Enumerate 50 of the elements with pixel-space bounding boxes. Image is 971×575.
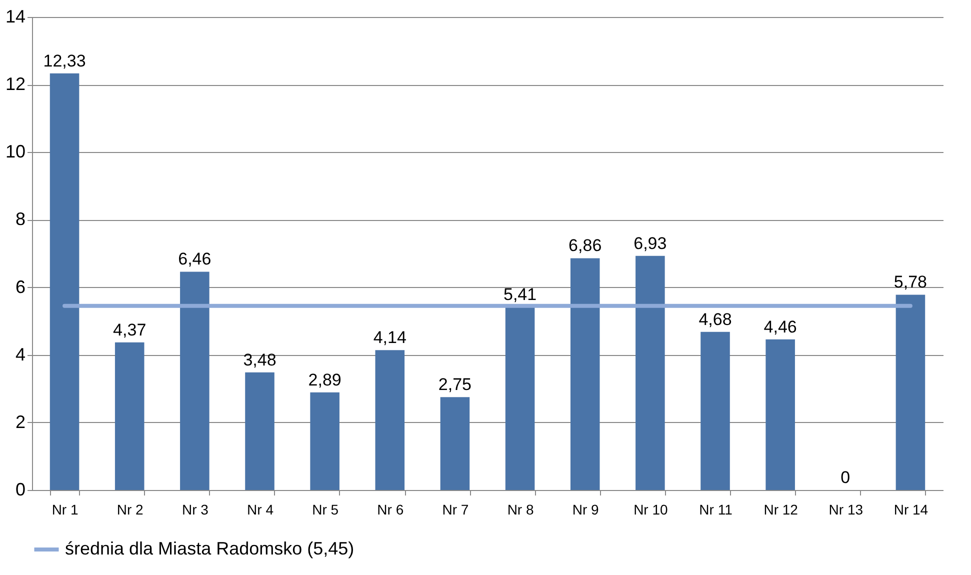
- y-tick-label: 6: [15, 276, 26, 297]
- bar: [180, 272, 210, 490]
- x-tick-label: Nr 4: [247, 502, 274, 518]
- bar: [896, 294, 926, 490]
- x-tick-label: Nr 3: [182, 502, 209, 518]
- legend-label: średnia dla Miasta Radomsko (5,45): [65, 538, 354, 558]
- y-tick-label: 2: [15, 412, 26, 432]
- x-tick-label: Nr 10: [634, 502, 668, 518]
- bar: [505, 307, 535, 490]
- bar: [766, 339, 795, 490]
- bar: [570, 258, 600, 490]
- bar: [50, 73, 80, 490]
- data-label: 6,86: [568, 236, 602, 256]
- bar: [245, 372, 274, 490]
- x-tick-label: Nr 7: [442, 502, 469, 518]
- data-label: 4,37: [113, 320, 146, 340]
- bar: [636, 256, 665, 490]
- y-tick-label: 8: [15, 209, 26, 230]
- data-label: 4,46: [764, 317, 797, 336]
- data-label: 0: [840, 468, 850, 487]
- x-tick-label: Nr 8: [507, 502, 534, 518]
- y-tick-label: 12: [5, 74, 26, 94]
- data-label: 6,46: [178, 250, 212, 269]
- data-label: 5,41: [503, 285, 537, 304]
- x-tick-label: Nr 6: [377, 502, 404, 518]
- bar: [310, 392, 340, 490]
- data-label: 3,48: [243, 350, 276, 370]
- data-label: 2,75: [438, 375, 472, 394]
- x-tick-label: Nr 2: [116, 502, 144, 518]
- y-tick-label: 10: [5, 142, 26, 162]
- x-tick-label: Nr 5: [312, 502, 339, 518]
- data-label: 4,68: [698, 310, 732, 329]
- data-label: 12,33: [43, 51, 86, 70]
- data-label: 4,14: [373, 328, 406, 348]
- x-tick-label: Nr 9: [572, 502, 600, 518]
- data-label: 6,93: [634, 234, 667, 253]
- x-tick-label: Nr 11: [699, 502, 733, 518]
- data-label: 2,89: [308, 370, 342, 390]
- y-tick-label: 0: [15, 480, 26, 500]
- bar: [375, 350, 405, 490]
- x-tick-label: Nr 14: [894, 502, 928, 518]
- y-tick-label: 14: [5, 6, 26, 26]
- data-label: 5,78: [894, 272, 928, 292]
- x-tick-label: Nr 1: [52, 502, 78, 518]
- bar: [700, 332, 730, 490]
- y-tick-label: 4: [15, 344, 26, 364]
- bar: [440, 397, 470, 490]
- x-tick-label: Nr 13: [828, 502, 864, 518]
- x-tick-label: Nr 12: [764, 502, 798, 518]
- bar: [114, 342, 144, 490]
